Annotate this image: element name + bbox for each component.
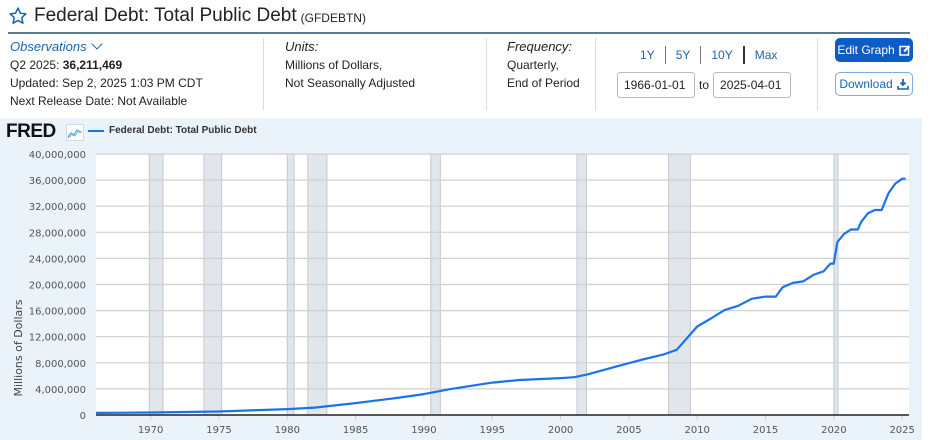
x-tick-label: 1990 xyxy=(411,425,436,436)
date-range: to xyxy=(617,72,792,98)
y-tick-label: 28,000,000 xyxy=(29,228,86,239)
title-divider xyxy=(8,32,910,34)
download-button[interactable]: Download xyxy=(835,72,913,96)
observations-section: Observations Q2 2025: 36,211,469 Updated… xyxy=(10,38,203,110)
updated-text: Updated: Sep 2, 2025 1:03 PM CDT xyxy=(10,76,203,90)
frequency-line1: Quarterly, xyxy=(507,58,559,72)
end-date-input[interactable] xyxy=(713,72,792,98)
edit-graph-button[interactable]: Edit Graph xyxy=(835,38,913,62)
series-line-total-public-debt[interactable] xyxy=(95,177,906,414)
line-chart[interactable]: 0 4,000,000 8,000,000 12,000,000 16,000,000 2… xyxy=(0,140,922,440)
page-title: Federal Debt: Total Public Debt xyxy=(34,5,297,26)
series-id: (GFDEBTN) xyxy=(300,11,366,25)
y-tick-label: 20,000,000 xyxy=(29,281,86,292)
divider xyxy=(263,38,264,110)
observations-link[interactable]: Observations xyxy=(10,39,87,54)
range-max[interactable]: Max xyxy=(754,48,778,62)
fred-logo: FRED xyxy=(6,121,56,142)
chevron-down-icon[interactable] xyxy=(90,38,103,50)
range-5y[interactable]: 5Y xyxy=(675,48,691,62)
x-tick-label: 2000 xyxy=(548,425,573,436)
y-tick-label: 0 xyxy=(80,411,86,422)
observations-toggle[interactable]: Observations xyxy=(10,38,203,56)
divider xyxy=(742,46,745,64)
start-date-input[interactable] xyxy=(617,72,695,98)
star-outline-icon[interactable] xyxy=(8,6,28,26)
chart-legend[interactable]: Federal Debt: Total Public Debt xyxy=(88,125,257,136)
x-tick-label: 1985 xyxy=(343,425,368,436)
download-icon xyxy=(896,79,909,90)
x-tick-label: 2005 xyxy=(616,425,641,436)
y-tick-label: 40,000,000 xyxy=(29,150,86,161)
legend-label: Federal Debt: Total Public Debt xyxy=(109,125,257,136)
x-tick-label: 2015 xyxy=(753,425,778,436)
units-label: Units: xyxy=(285,39,319,54)
x-tick-label: 1995 xyxy=(480,425,505,436)
x-tick-label: 2025 xyxy=(889,425,914,436)
y-tick-label: 16,000,000 xyxy=(29,307,86,318)
y-tick-label: 24,000,000 xyxy=(29,254,86,265)
y-tick-label: 32,000,000 xyxy=(29,202,86,213)
observation-value: 36,211,469 xyxy=(62,58,123,72)
x-tick-label: 1980 xyxy=(275,425,300,436)
y-tick-label: 4,000,000 xyxy=(35,385,86,396)
frequency-line2: End of Period xyxy=(507,76,580,90)
range-selector: 1Y 5Y 10Y Max xyxy=(630,46,787,64)
divider xyxy=(486,38,487,110)
date-to-label: to xyxy=(699,78,710,92)
next-release-text: Next Release Date: Not Available xyxy=(10,94,188,108)
y-tick-label: 36,000,000 xyxy=(29,176,86,187)
y-axis-label: Millions of Dollars xyxy=(12,299,25,396)
divider xyxy=(595,38,596,110)
y-tick-label: 12,000,000 xyxy=(29,333,86,344)
observation-period: Q2 2025: xyxy=(10,58,60,72)
edit-graph-label: Edit Graph xyxy=(837,43,895,57)
fred-chart-icon xyxy=(66,124,84,141)
frequency-label: Frequency: xyxy=(507,39,573,54)
units-line2: Not Seasonally Adjusted xyxy=(285,76,416,90)
divider xyxy=(664,46,666,64)
y-tick-label: 8,000,000 xyxy=(35,359,86,370)
download-label: Download xyxy=(839,77,893,91)
x-tick-label: 1970 xyxy=(138,425,163,436)
divider xyxy=(700,46,702,64)
x-tick-label: 2020 xyxy=(821,425,846,436)
units-line1: Millions of Dollars, xyxy=(285,58,383,72)
units-section: Units: Millions of Dollars, Not Seasonal… xyxy=(285,38,415,92)
range-10y[interactable]: 10Y xyxy=(711,48,733,62)
legend-swatch xyxy=(88,129,104,132)
x-tick-label: 1975 xyxy=(206,425,231,436)
x-tick-label: 2010 xyxy=(684,425,709,436)
edit-icon xyxy=(898,45,910,56)
title-row: Federal Debt: Total Public Debt (GFDEBTN… xyxy=(8,2,366,30)
range-1y[interactable]: 1Y xyxy=(640,48,655,62)
divider xyxy=(817,38,818,110)
frequency-section: Frequency: Quarterly, End of Period xyxy=(507,38,580,92)
